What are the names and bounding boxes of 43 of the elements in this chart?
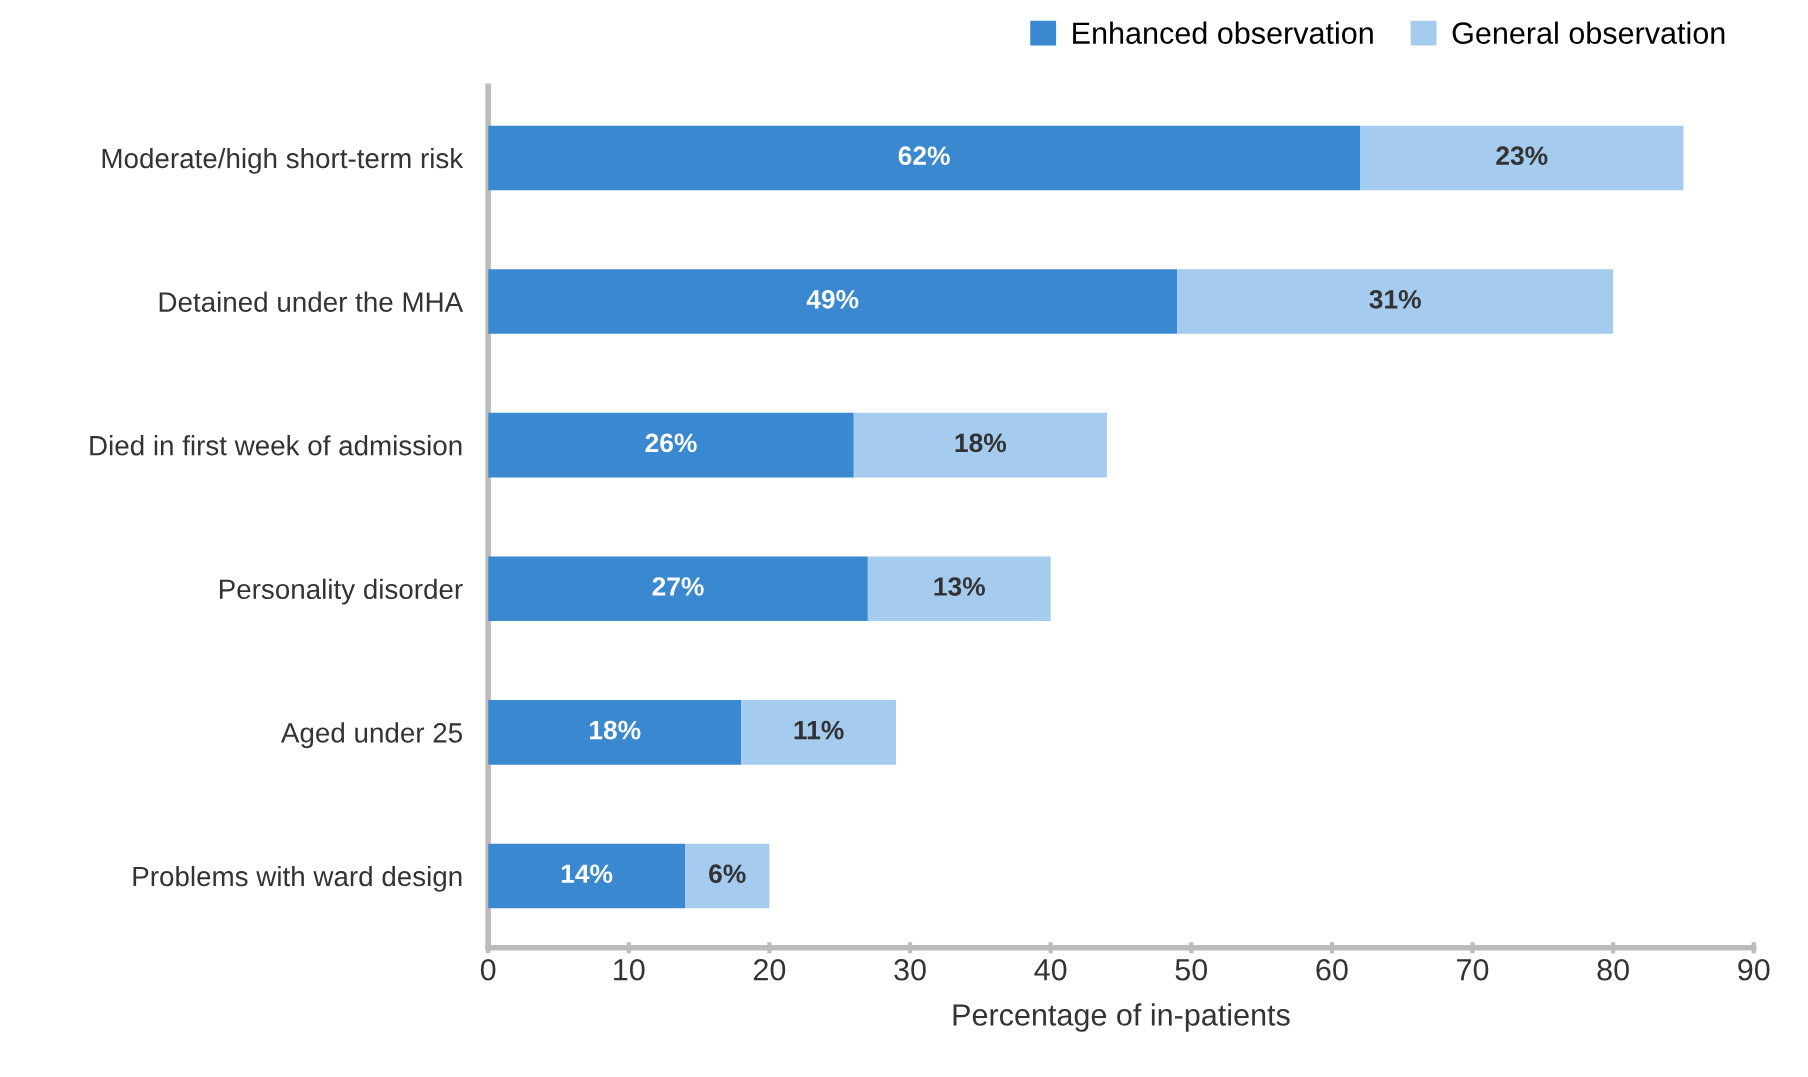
x-tick-label: 70 xyxy=(1457,958,1489,981)
y-tick-label: Problems with ward design xyxy=(133,865,462,892)
bar xyxy=(741,700,896,765)
y-tick-label: Aged under 25 xyxy=(280,722,463,749)
data-label: 23% xyxy=(1496,146,1548,166)
data-label: 62% xyxy=(898,146,950,166)
bar xyxy=(488,843,686,909)
data-label: 18% xyxy=(589,720,641,740)
data-label: 11% xyxy=(794,720,844,740)
x-tick-label: 0 xyxy=(480,958,496,981)
bar xyxy=(488,412,854,478)
data-label: 6% xyxy=(709,864,746,884)
x-tick-label: 20 xyxy=(753,958,786,981)
bar xyxy=(488,700,742,765)
data-label: 18% xyxy=(955,433,1007,453)
bar xyxy=(1177,269,1614,334)
data-label: 31% xyxy=(1369,289,1421,309)
bar xyxy=(853,412,1107,478)
bar xyxy=(488,125,1361,191)
data-label: 26% xyxy=(645,433,697,453)
x-tick-label: 90 xyxy=(1738,958,1770,981)
bar xyxy=(488,556,868,622)
bar xyxy=(1360,125,1684,191)
x-tick-label: 50 xyxy=(1175,958,1208,981)
y-tick-label: Detained under the MHA xyxy=(159,291,464,312)
x-axis-title: Percentage of in-patients xyxy=(953,1003,1290,1032)
x-tick-label: 60 xyxy=(1316,958,1348,981)
y-tick-label: Moderate/high short-term risk xyxy=(102,147,464,174)
y-tick-label: Personality disorder xyxy=(219,578,463,605)
bar xyxy=(685,843,770,909)
data-label: 14% xyxy=(561,864,613,883)
data-label: 27% xyxy=(652,577,704,596)
x-tick-label: 40 xyxy=(1034,958,1067,981)
bar xyxy=(488,269,1178,334)
bar xyxy=(867,556,1051,622)
data-label: 49% xyxy=(806,289,859,309)
x-tick-label: 80 xyxy=(1597,958,1629,981)
data-label: 13% xyxy=(934,577,985,596)
legend-label: Enhanced observation xyxy=(1073,21,1373,44)
y-tick-label: Died in first week of admission xyxy=(90,435,462,456)
x-tick-label: 10 xyxy=(614,958,645,981)
x-tick-label: 30 xyxy=(894,958,926,981)
legend-label: General observation xyxy=(1452,21,1725,44)
